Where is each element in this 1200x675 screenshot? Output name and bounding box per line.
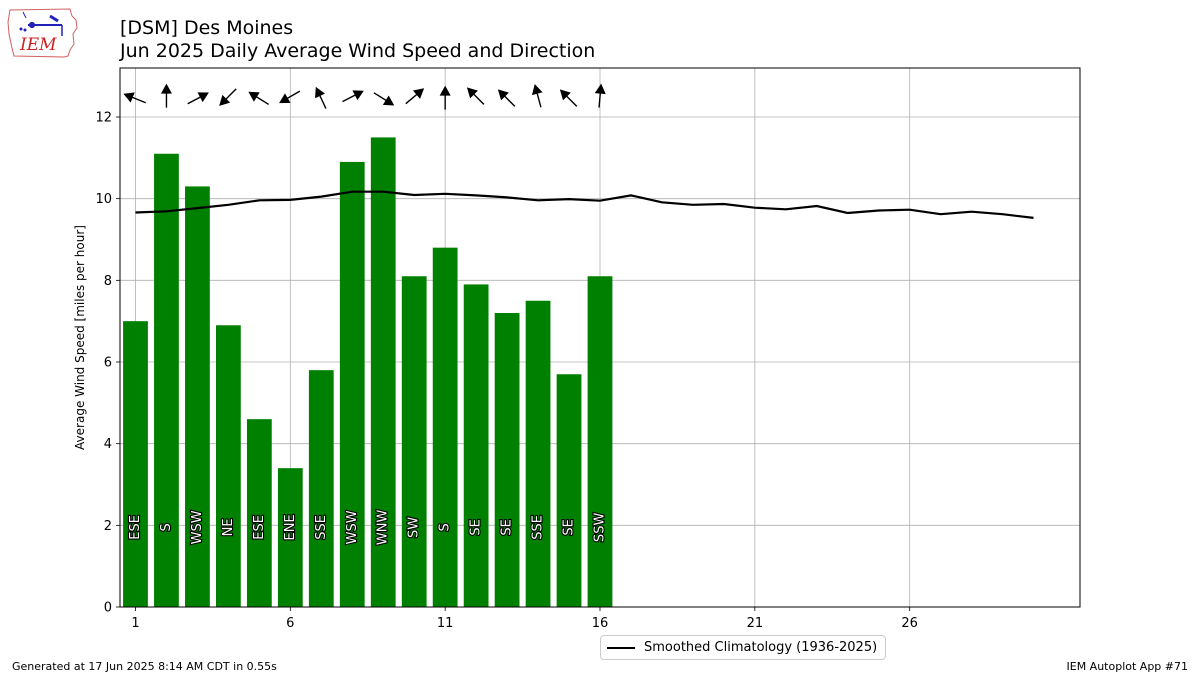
- wind-arrow-icon: [219, 88, 237, 106]
- direction-label: WSW: [190, 510, 205, 544]
- wind-arrow-icon: [315, 86, 327, 109]
- direction-label: SSW: [593, 513, 608, 543]
- speed-bar: [432, 247, 458, 607]
- y-axis-label: Average Wind Speed [miles per hour]: [73, 225, 87, 450]
- direction-label: SSE: [314, 515, 329, 540]
- speed-bar: [123, 321, 148, 607]
- direction-label: WSW: [345, 510, 360, 544]
- x-tick-label: 21: [747, 616, 764, 631]
- direction-label: SE: [500, 519, 515, 535]
- speed-bar: [339, 161, 365, 607]
- y-tick-label: 2: [104, 519, 112, 534]
- x-tick-label: 6: [286, 616, 294, 631]
- legend-line-swatch: [607, 646, 635, 649]
- wind-arrow-icon: [187, 92, 209, 105]
- y-tick-label: 8: [104, 274, 112, 289]
- direction-label: S: [438, 523, 453, 531]
- wind-arrow-icon: [439, 85, 451, 110]
- direction-label: SW: [407, 517, 422, 538]
- x-tick-label: 16: [592, 616, 609, 631]
- direction-label: ENE: [283, 514, 298, 540]
- climatology-line: [135, 190, 1034, 219]
- wind-arrow-icon: [466, 87, 485, 105]
- logo-text: IEM: [19, 35, 57, 55]
- wind-arrow-icon: [160, 83, 172, 108]
- x-tick-label: 26: [901, 616, 918, 631]
- wind-arrow-icon: [123, 92, 146, 104]
- bars-layer: [123, 137, 613, 607]
- speed-bar: [587, 276, 613, 607]
- chart-title-station: [DSM] Des Moines: [120, 17, 294, 39]
- direction-label: SE: [562, 519, 577, 535]
- direction-label: ESE: [128, 515, 143, 540]
- generated-timestamp: Generated at 17 Jun 2025 8:14 AM CDT in …: [12, 660, 277, 673]
- chart-legend: Smoothed Climatology (1936-2025): [600, 635, 887, 660]
- speed-bar: [370, 137, 396, 607]
- y-tick-label: 10: [95, 192, 112, 207]
- direction-label: NE: [221, 518, 236, 536]
- direction-label: SE: [469, 519, 484, 535]
- direction-arrows-layer: [123, 83, 606, 110]
- wind-arrow-icon: [559, 89, 578, 107]
- iem-logo: IEM: [6, 4, 82, 64]
- y-tick-label: 6: [104, 356, 112, 371]
- speed-bar: [308, 370, 334, 607]
- speed-bar: [556, 374, 582, 607]
- direction-label: WNW: [376, 510, 391, 546]
- speed-bar: [494, 313, 520, 607]
- speed-bar: [154, 153, 179, 607]
- chart-title-description: Jun 2025 Daily Average Wind Speed and Di…: [120, 40, 596, 62]
- x-tick-label: 1: [131, 616, 139, 631]
- y-tick-label: 4: [104, 437, 112, 452]
- climatology-layer: [135, 190, 1034, 219]
- speed-bar: [525, 300, 551, 607]
- wind-arrow-icon: [279, 90, 301, 104]
- y-tick-label: 12: [95, 111, 112, 126]
- speed-bar: [401, 276, 427, 607]
- speed-bar: [185, 186, 210, 607]
- wind-arrow-icon: [497, 89, 516, 107]
- speed-bar: [246, 419, 272, 607]
- speed-bar: [277, 468, 303, 607]
- direction-label: ESE: [252, 515, 267, 540]
- wind-arrow-icon: [342, 90, 364, 103]
- direction-label: S: [159, 523, 174, 531]
- direction-labels-layer: ESE S WSW NE ESE ENE SSE WSW WNW SW S SE SE SSE SE SSW: [127, 508, 609, 546]
- wind-arrow-icon: [248, 91, 270, 106]
- autoplot-app-label: IEM Autoplot App #71: [1066, 660, 1189, 673]
- legend-climatology-label: Smoothed Climatology (1936-2025): [644, 640, 878, 655]
- iowa-state-outline: [7, 8, 78, 58]
- wind-arrow-icon: [405, 88, 425, 105]
- wind-arrow-icon: [531, 84, 543, 108]
- x-tick-label: 11: [437, 616, 454, 631]
- y-tick-label: 0: [104, 601, 112, 616]
- direction-label: SSE: [531, 515, 546, 540]
- weather-station-icon: [19, 11, 63, 36]
- wind-arrow-icon: [373, 92, 395, 106]
- speed-bar: [463, 284, 489, 607]
- speed-bar: [216, 325, 241, 607]
- wind-arrow-icon: [594, 83, 606, 108]
